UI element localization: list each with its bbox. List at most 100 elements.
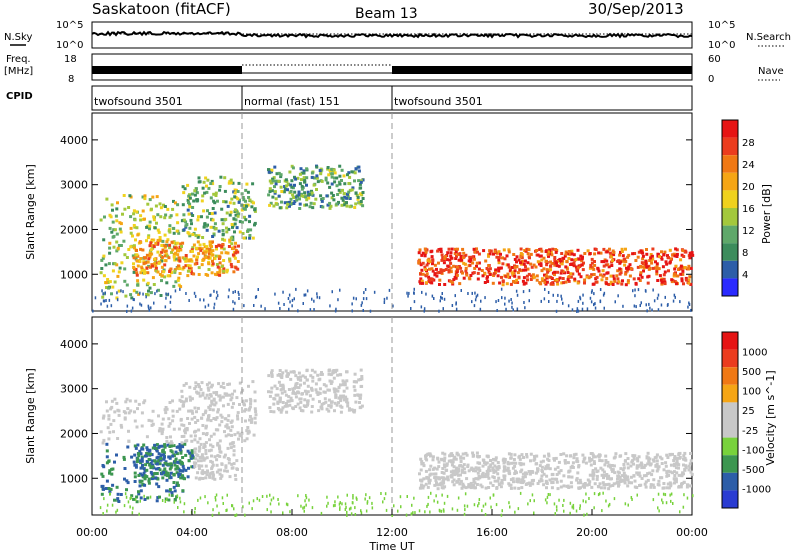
echo-cell [193,438,197,442]
echo-cell [173,463,177,467]
ground-scatter-cell [637,288,640,292]
echo-cell [134,465,138,469]
echo-cell [304,195,307,199]
echo-cell [626,255,630,259]
echo-cell [534,471,538,475]
echo-cell [214,401,218,405]
echo-cell [170,493,174,497]
echo-cell [233,256,237,260]
colorbar-swatch [722,243,738,261]
echo-cell [143,256,146,260]
echo-cell [101,441,105,445]
echo-cell [194,385,198,388]
echo-cell [562,256,566,260]
echo-cell [648,463,652,467]
echo-cell [476,471,480,475]
echo-cell [517,275,521,279]
echo-cell [481,274,485,278]
echo-cell [675,456,679,460]
echo-cell [445,468,449,472]
echo-cell [628,263,632,267]
x-tick-label: 00:00 [676,526,708,539]
echo-cell [330,400,334,404]
ground-scatter-cell [662,492,665,496]
echo-cell [289,183,293,187]
echo-cell [551,472,555,476]
echo-cell [665,486,669,490]
echo-cell [242,207,246,211]
ground-scatter-cell [679,510,681,514]
echo-cell [157,230,161,234]
echo-cell [172,444,176,448]
echo-cell [267,170,271,174]
echo-cell [631,252,635,256]
echo-cell [517,486,521,490]
echo-cell [228,257,232,261]
echo-cell [665,262,669,266]
echo-cell [435,483,439,487]
echo-cell [177,249,181,253]
echo-cell [160,259,164,263]
echo-cell [223,238,227,242]
echo-cell [209,459,213,463]
echo-cell [627,481,631,485]
cpid-modes: twofsound 3501 normal (fast) 151 twofsound… [94,86,483,110]
echo-cell [637,471,641,475]
echo-cell [526,267,530,271]
ground-scatter-cell [285,502,288,506]
echo-cell [477,461,481,465]
echo-cell [248,214,252,218]
echo-cell [491,281,495,285]
echo-cell [678,451,682,455]
echo-cell [213,403,217,407]
ground-scatter-cell [103,299,106,303]
echo-cell [588,456,591,460]
echo-cell [170,442,174,446]
echo-cell [172,226,176,230]
echo-cell [171,454,175,458]
echo-cell [333,171,337,175]
echo-cell [298,172,302,176]
echo-cell [212,192,216,196]
echo-cell [652,458,655,462]
echo-cell [224,200,228,204]
echo-cell [240,220,244,224]
echo-cell [516,281,520,284]
echo-cell [209,419,213,423]
echo-cell [300,178,303,182]
echo-cell [214,245,218,248]
echo-cell [102,238,106,242]
ground-scatter-cell [433,297,435,300]
echo-cell [104,263,108,267]
echo-cell [157,452,161,456]
echo-cell [333,409,336,413]
echo-cell [229,428,233,432]
echo-cell [511,477,515,481]
echo-cell [660,280,664,284]
echo-cell [244,218,248,222]
ground-scatter-cell [149,495,152,499]
ground-scatter-cell [425,292,427,296]
echo-cell [672,459,676,462]
echo-cell [137,454,141,458]
ground-scatter-cell [657,308,660,312]
ground-scatter-cell [571,308,574,312]
echo-cell [542,267,546,271]
echo-cell [421,486,425,490]
echo-cell [564,280,568,284]
echo-cell [153,257,157,261]
echo-cell [609,253,613,257]
echo-cell [108,251,112,255]
echo-cell [299,400,303,404]
echo-cell [191,456,195,460]
echo-cell [268,394,272,398]
ground-scatter-cell [577,309,580,313]
echo-cell [504,274,508,278]
echo-cell [350,188,354,192]
echo-cell [521,476,525,479]
echo-cell [267,390,270,394]
ground-scatter-cell [216,290,218,294]
echo-cell [215,263,219,266]
echo-cell [211,218,215,222]
echo-cell [163,472,167,476]
